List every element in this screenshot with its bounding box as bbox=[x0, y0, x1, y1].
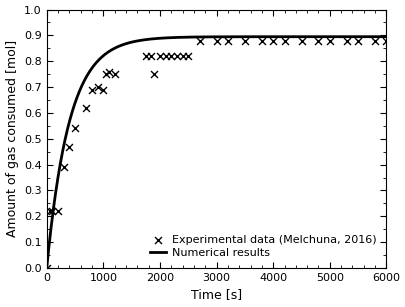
Experimental data (Melchuna, 2016) bbox=[151, 72, 157, 77]
Experimental data (Melchuna, 2016) bbox=[89, 87, 95, 92]
Experimental data (Melchuna, 2016) bbox=[72, 126, 78, 131]
Experimental data (Melchuna, 2016) bbox=[258, 38, 264, 43]
Line: Numerical results: Numerical results bbox=[47, 37, 386, 268]
Experimental data (Melchuna, 2016) bbox=[60, 165, 67, 170]
Experimental data (Melchuna, 2016) bbox=[269, 38, 276, 43]
Experimental data (Melchuna, 2016) bbox=[213, 38, 219, 43]
Experimental data (Melchuna, 2016) bbox=[196, 38, 202, 43]
Numerical results bbox=[383, 35, 388, 39]
Experimental data (Melchuna, 2016) bbox=[185, 54, 191, 59]
Numerical results bbox=[62, 142, 66, 146]
Numerical results bbox=[373, 35, 378, 39]
Experimental data (Melchuna, 2016) bbox=[66, 144, 72, 149]
Experimental data (Melchuna, 2016) bbox=[382, 38, 389, 43]
Numerical results bbox=[373, 35, 378, 39]
Experimental data (Melchuna, 2016) bbox=[224, 38, 230, 43]
Experimental data (Melchuna, 2016) bbox=[281, 38, 287, 43]
Experimental data (Melchuna, 2016) bbox=[94, 85, 101, 90]
Numerical results bbox=[200, 35, 205, 39]
Numerical results bbox=[311, 35, 316, 39]
Experimental data (Melchuna, 2016) bbox=[371, 38, 377, 43]
Experimental data (Melchuna, 2016) bbox=[46, 209, 53, 214]
Experimental data (Melchuna, 2016) bbox=[314, 38, 321, 43]
Experimental data (Melchuna, 2016) bbox=[83, 105, 90, 110]
Experimental data (Melchuna, 2016) bbox=[241, 38, 247, 43]
Y-axis label: Amount of gas consumed [mol]: Amount of gas consumed [mol] bbox=[6, 40, 19, 237]
Numerical results bbox=[44, 266, 49, 270]
Experimental data (Melchuna, 2016) bbox=[298, 38, 304, 43]
Experimental data (Melchuna, 2016) bbox=[142, 54, 149, 59]
Experimental data (Melchuna, 2016) bbox=[100, 87, 107, 92]
Legend: Experimental data (Melchuna, 2016), Numerical results: Experimental data (Melchuna, 2016), Nume… bbox=[145, 230, 380, 262]
Experimental data (Melchuna, 2016) bbox=[103, 72, 109, 77]
Experimental data (Melchuna, 2016) bbox=[55, 209, 61, 214]
Experimental data (Melchuna, 2016) bbox=[168, 54, 174, 59]
Experimental data (Melchuna, 2016) bbox=[343, 38, 349, 43]
Experimental data (Melchuna, 2016) bbox=[162, 54, 168, 59]
Experimental data (Melchuna, 2016) bbox=[111, 72, 117, 77]
Experimental data (Melchuna, 2016) bbox=[105, 69, 112, 74]
Experimental data (Melchuna, 2016) bbox=[354, 38, 360, 43]
X-axis label: Time [s]: Time [s] bbox=[190, 289, 241, 301]
Experimental data (Melchuna, 2016) bbox=[156, 54, 163, 59]
Experimental data (Melchuna, 2016) bbox=[326, 38, 332, 43]
Experimental data (Melchuna, 2016) bbox=[43, 266, 50, 270]
Experimental data (Melchuna, 2016) bbox=[173, 54, 180, 59]
Experimental data (Melchuna, 2016) bbox=[49, 209, 55, 214]
Experimental data (Melchuna, 2016) bbox=[148, 54, 154, 59]
Numerical results bbox=[209, 35, 214, 39]
Experimental data (Melchuna, 2016) bbox=[179, 54, 185, 59]
